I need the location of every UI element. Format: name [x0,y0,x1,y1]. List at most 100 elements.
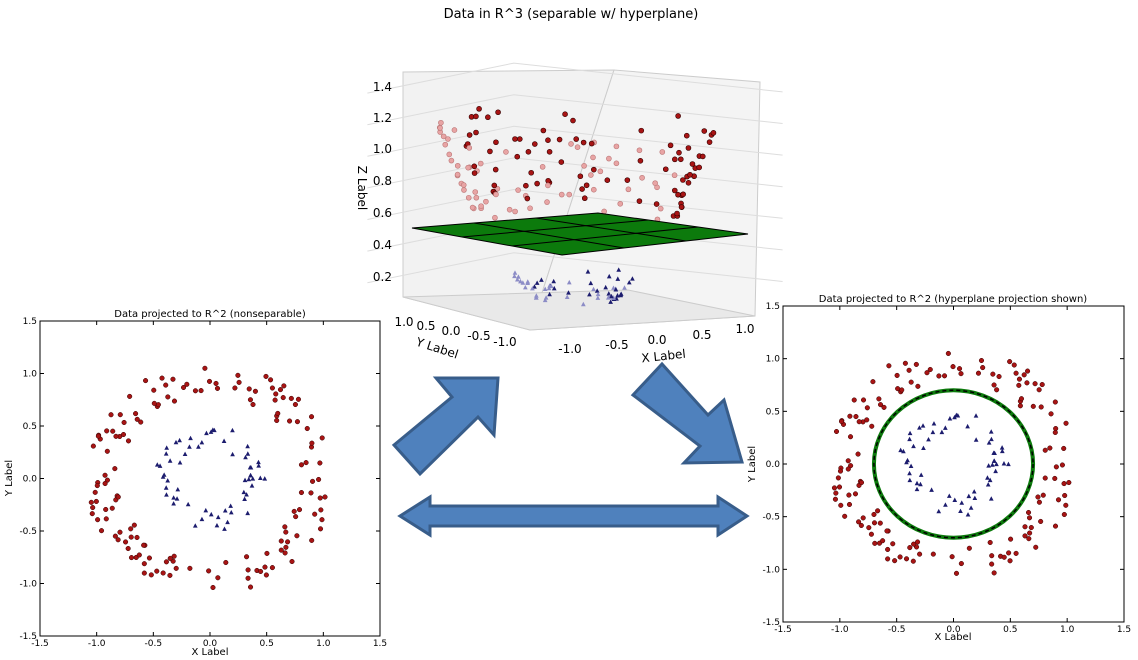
outer-point-3d [465,164,471,171]
outer-point [877,402,884,408]
z-tick-label: 0.6 [373,206,392,220]
outer-point-3d [591,186,597,193]
inner-point [966,493,972,499]
outer-point [210,584,216,591]
main-title: Data in R^3 (separable w/ hyperplane) [444,7,699,22]
y-tick-label: 0.0 [23,475,38,485]
inner-point [257,475,263,480]
outer-point [1008,536,1014,542]
outer-point [1001,554,1007,560]
outer-point-3d [699,153,706,160]
outer-point [1040,492,1046,498]
outer-point [154,568,160,574]
outer-point [181,384,187,391]
outer-point-3d [562,111,568,117]
outer-point [858,522,864,528]
outer-point [871,511,877,518]
outer-point [1061,511,1067,518]
inner-point-3d [566,279,572,285]
chart-right-points [831,350,1072,576]
inner-point [177,460,183,465]
inner-point [248,473,254,478]
z-tick-label: 0.2 [373,270,392,284]
outer-point [860,397,867,403]
outer-point [308,414,315,420]
outer-point [839,418,845,425]
outer-point [1030,403,1036,409]
inner-point [993,468,998,474]
outer-point [886,363,892,369]
inner-point [907,436,912,442]
outer-point-3d [676,149,682,156]
outer-point-3d [604,177,611,183]
outer-point [945,350,951,357]
outer-point-3d [487,148,493,155]
outer-point [884,528,890,534]
outer-point [133,411,139,417]
inner-point [901,448,906,454]
outer-point-3d [558,159,565,165]
outer-point-3d [581,163,587,169]
inner-point [955,413,961,418]
outer-point [950,364,956,370]
outer-point-3d [556,136,563,143]
outer-point [317,495,323,501]
outer-point [269,385,275,391]
outer-point-3d [675,191,681,198]
outer-point [847,413,853,419]
inner-point-3d [588,280,594,286]
plane-grid-line [535,217,687,242]
x-tick-label: 1.0 [1060,625,1075,635]
outer-point [187,565,193,571]
outer-point [282,524,288,530]
outer-point [875,508,881,514]
inner-point-3d [581,301,586,307]
outer-point [1013,550,1019,556]
outer-point-3d [440,133,447,140]
outer-point [141,542,147,548]
outer-point-3d [667,142,674,149]
outer-point [202,365,208,371]
x-tick-label: 1.0 [316,639,331,649]
outer-point [247,397,253,403]
outer-point [994,387,1000,393]
inner-point [225,519,230,525]
outer-point [282,550,288,556]
outer-point [1062,492,1068,499]
inner-point [250,476,256,481]
outer-point [903,556,910,562]
outer-point-3d [588,172,594,178]
outer-point [272,397,278,403]
outer-point-3d [506,206,513,213]
y-tick-label: -0.5 [762,513,780,523]
inner-point-3d [611,295,616,300]
outer-point-3d [680,191,686,198]
outer-point-3d [544,199,550,205]
inner-point [918,472,924,477]
outer-point-3d [580,139,587,146]
inner-point [188,435,193,441]
inner-point [246,476,252,482]
inner-point [921,445,926,451]
inner-point [196,444,201,449]
outer-point [98,528,105,534]
inner-point [947,416,953,421]
outer-point [890,541,896,547]
inner-point [968,505,974,510]
x-tick-label: -1.5 [31,639,49,649]
inner-point-3d [523,284,528,290]
inner-point-3d [525,279,531,284]
inner-point-3d [585,269,591,274]
inner-point [999,448,1005,454]
outer-point-3d [685,179,692,186]
outer-point [895,386,901,392]
outer-point [296,507,303,513]
inner-point [203,507,209,513]
inner-point-3d [626,279,632,285]
y-tick-label: 0.5 [766,407,780,417]
chart-3d: 0.20.40.60.81.01.21.41.0 0.5 0.0 -0.5 -1.0 -1… [355,62,783,365]
outer-point [987,539,993,546]
outer-point [1021,372,1027,378]
outer-point [245,567,251,573]
inner-point [973,437,979,442]
